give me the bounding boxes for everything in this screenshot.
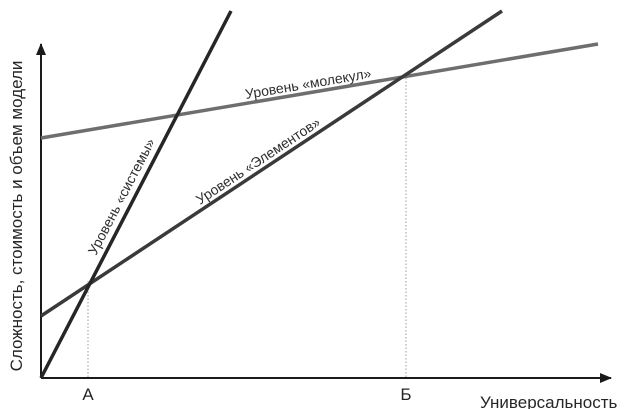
y-axis-title: Сложность, стоимость и объем модели	[7, 61, 26, 372]
point-a-label: А	[82, 385, 94, 404]
point-b-label: Б	[400, 385, 411, 404]
system-level-line	[39, 10, 233, 379]
system-level-label: Уровень «системы»	[84, 135, 158, 257]
elements-level-line	[40, 9, 503, 318]
molecules-level-label: Уровень «молекул»	[244, 65, 373, 102]
molecules-level-line	[40, 42, 599, 140]
x-axis-title: Универсальность	[480, 393, 618, 409]
elements-level-label: Уровень «Элементов»	[193, 114, 323, 208]
